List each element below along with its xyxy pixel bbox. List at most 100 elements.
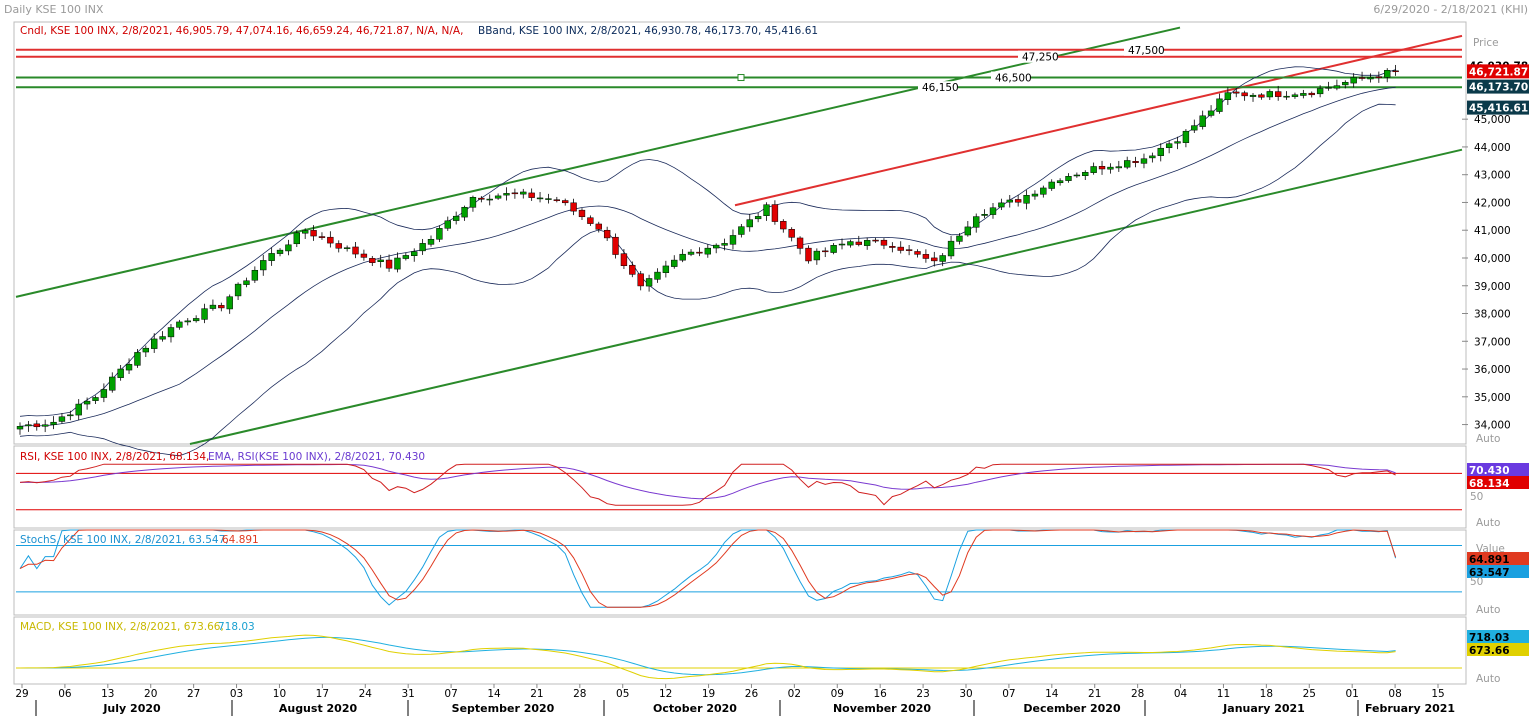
- candle-body: [402, 255, 410, 259]
- rsi-line: [19, 463, 1396, 506]
- candle-body: [981, 213, 988, 216]
- y-tick-label: 39,000: [1474, 281, 1511, 293]
- candle-body: [1241, 92, 1248, 97]
- price-auto-button[interactable]: Auto: [1476, 433, 1500, 445]
- stoch-legend-k: StochS, KSE 100 INX, 2/8/2021, 63.547,: [20, 534, 229, 546]
- rsi-panel[interactable]: [13, 445, 1467, 529]
- x-day-label: 14: [487, 688, 501, 700]
- rsi-auto-button[interactable]: Auto: [1476, 517, 1500, 529]
- candle-body: [1048, 181, 1055, 189]
- rsi-axis-label: 50: [1470, 491, 1483, 503]
- candle-body: [989, 207, 997, 215]
- stoch-panel[interactable]: [13, 529, 1467, 616]
- candle-body: [1124, 160, 1131, 168]
- price-tag: 46,173.70: [1469, 82, 1528, 94]
- candle-body: [704, 247, 711, 255]
- candle-body: [620, 253, 628, 267]
- candle-body: [25, 424, 32, 427]
- x-day-label: 28: [1131, 688, 1144, 700]
- candle-body: [1325, 87, 1332, 89]
- x-day-label: 27: [187, 688, 200, 700]
- x-day-label: 26: [745, 688, 759, 700]
- candle-body: [838, 243, 846, 246]
- x-day-label: 21: [1088, 688, 1101, 700]
- y-tick-label: 43,000: [1474, 170, 1511, 182]
- candle-body: [58, 416, 66, 422]
- candle-body: [318, 236, 326, 238]
- level-label: 46,150: [922, 82, 959, 94]
- candle-body: [1006, 199, 1013, 203]
- candle-body: [33, 423, 40, 428]
- y-tick-label: 38,000: [1474, 309, 1511, 321]
- candle-body: [939, 255, 946, 262]
- candle-body: [109, 376, 116, 391]
- candle-body: [1174, 141, 1181, 144]
- x-day-label: 09: [831, 688, 844, 700]
- anchor-handle: [737, 74, 745, 82]
- x-day-label: 12: [659, 688, 672, 700]
- candle-body: [964, 226, 972, 236]
- x-month-label: July 2020: [102, 702, 161, 715]
- macd-auto-button[interactable]: Auto: [1476, 673, 1500, 685]
- rsi-ema-legend: EMA, RSI(KSE 100 INX), 2/8/2021, 70.430: [208, 451, 425, 463]
- candle-body: [595, 223, 602, 230]
- candle-body: [889, 246, 896, 248]
- candle-body: [184, 320, 191, 323]
- rsi-tag: 70.430: [1469, 465, 1510, 477]
- macd-tag: 673.66: [1469, 645, 1510, 657]
- candle-body: [738, 226, 745, 235]
- candle-body: [1149, 155, 1156, 159]
- candle-body: [1274, 91, 1282, 97]
- candle-body: [679, 253, 686, 261]
- x-day-label: 10: [273, 688, 286, 700]
- upper-channel-line: [15, 26, 1181, 298]
- candle-body: [562, 200, 569, 204]
- stoch-tag: 64.891: [1469, 554, 1510, 566]
- x-month-label: August 2020: [279, 702, 358, 715]
- stoch-tag-bg: [1467, 565, 1529, 578]
- candle-body: [411, 251, 418, 257]
- candle-body: [50, 421, 57, 425]
- candle-body: [377, 259, 384, 262]
- candle-body: [1392, 70, 1399, 73]
- stoch-auto-button[interactable]: Auto: [1476, 604, 1500, 616]
- candle-body: [1350, 77, 1357, 84]
- candle-body: [494, 195, 502, 199]
- candle-body: [629, 264, 636, 275]
- candle-body: [469, 197, 477, 208]
- candle-body: [1082, 172, 1089, 176]
- rsi-tag-bg: [1467, 463, 1529, 476]
- candle-body: [1090, 166, 1097, 173]
- candle-body: [746, 219, 753, 228]
- candle-body: [1065, 176, 1072, 181]
- x-day-label: 08: [1388, 688, 1401, 700]
- price-legend-bband: BBand, KSE 100 INX, 2/8/2021, 46,930.78,…: [478, 25, 818, 37]
- price-tag-bg: [1467, 79, 1529, 94]
- level-label-bg: [918, 81, 958, 94]
- candle-body: [1191, 125, 1198, 131]
- candle-body: [771, 204, 779, 222]
- candle-body: [419, 243, 426, 252]
- rsi-tag: 68.134: [1469, 478, 1510, 490]
- price-tag: 46,721.87: [1469, 66, 1528, 78]
- candle-body: [352, 246, 359, 255]
- candle-body: [1182, 130, 1190, 143]
- candle-body: [1098, 166, 1106, 170]
- x-day-label: 19: [702, 688, 715, 700]
- candle-body: [1056, 180, 1064, 184]
- x-month-label: December 2020: [1023, 702, 1121, 715]
- candle-body: [637, 273, 644, 287]
- x-day-label: 25: [1303, 688, 1316, 700]
- candle-body: [536, 197, 544, 200]
- y-tick-label: 44,000: [1474, 142, 1511, 154]
- bband-upper: [19, 66, 1396, 417]
- candle-body: [1165, 143, 1173, 148]
- candle-body: [1140, 158, 1148, 164]
- candle-body: [528, 192, 535, 198]
- candle-body: [310, 230, 317, 237]
- x-month-label: November 2020: [833, 702, 931, 715]
- date-range: 6/29/2020 - 2/18/2021 (KHI): [1373, 3, 1528, 16]
